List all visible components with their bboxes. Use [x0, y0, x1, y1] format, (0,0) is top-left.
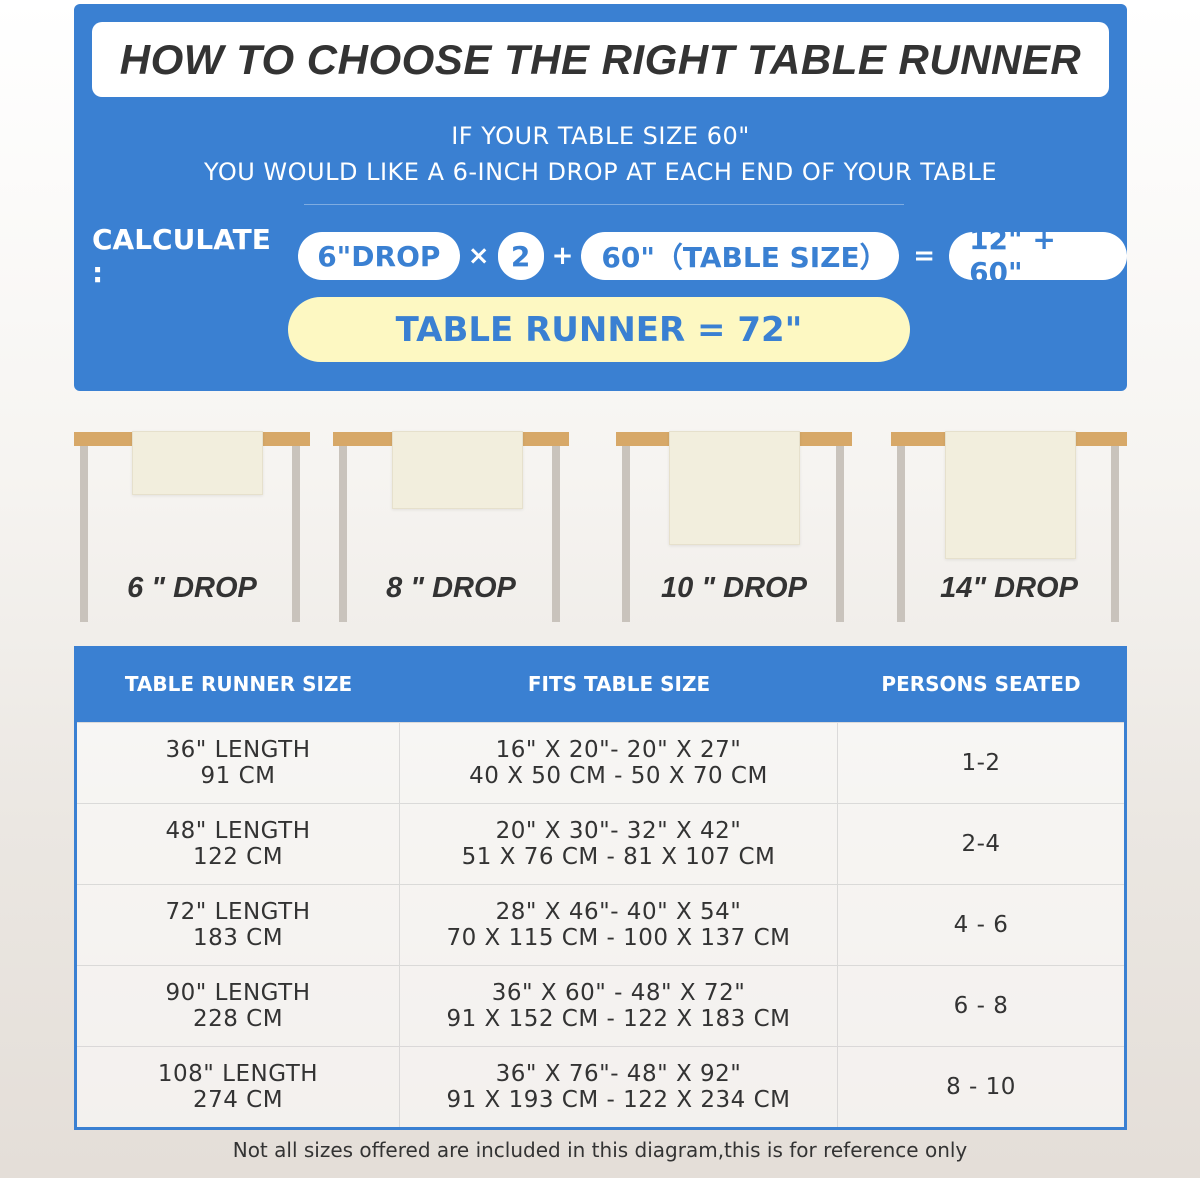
persons-cell: 2-4	[838, 804, 1124, 884]
table-leg	[897, 446, 905, 622]
runner-size-cell: 36" LENGTH 91 CM	[77, 723, 400, 803]
runner-size-cell: 48" LENGTH 122 CM	[77, 804, 400, 884]
drop-illustration-10: 10 " DROP	[616, 431, 852, 622]
persons-seated: 2-4	[961, 831, 1001, 857]
length-inches: 72" LENGTH	[165, 899, 311, 925]
length-inches: 36" LENGTH	[165, 737, 311, 763]
length-inches: 90" LENGTH	[165, 980, 311, 1006]
divider	[304, 204, 904, 205]
fits-inches: 16" X 20"- 20" X 27"	[495, 737, 742, 763]
table-leg	[292, 446, 300, 622]
fits-cm: 51 X 76 CM - 81 X 107 CM	[461, 844, 776, 870]
length-inches: 108" LENGTH	[157, 1061, 319, 1087]
footnote: Not all sizes offered are included in th…	[232, 1138, 968, 1162]
table-leg	[552, 446, 560, 622]
fits-cm: 40 X 50 CM - 50 X 70 CM	[469, 763, 768, 789]
fits-inches: 20" X 30"- 32" X 42"	[495, 818, 742, 844]
fits-inches: 36" X 60" - 48" X 72"	[491, 980, 746, 1006]
length-cm: 91 CM	[200, 763, 276, 789]
drop-label: 6 " DROP	[127, 572, 257, 604]
runner-size-cell: 108" LENGTH 274 CM	[77, 1047, 400, 1127]
table-leg	[80, 446, 88, 622]
fits-inches: 28" X 46"- 40" X 54"	[495, 899, 742, 925]
table-leg	[339, 446, 347, 622]
intro-line-2: YOU WOULD LIKE A 6-INCH DROP AT EACH END…	[204, 158, 997, 186]
table-leg	[622, 446, 630, 622]
persons-seated: 6 - 8	[953, 993, 1009, 1019]
runner-size-cell: 72" LENGTH 183 CM	[77, 885, 400, 965]
fits-table-cell: 36" X 76"- 48" X 92" 91 X 193 CM - 122 X …	[400, 1047, 838, 1127]
fits-inches: 36" X 76"- 48" X 92"	[495, 1061, 742, 1087]
fits-table-cell: 28" X 46"- 40" X 54" 70 X 115 CM - 100 X …	[400, 885, 838, 965]
length-inches: 48" LENGTH	[165, 818, 311, 844]
calculation-row: CALCULATE : 6"DROP × 2 + 60"（TABLE SIZE）…	[92, 223, 1128, 289]
table-header: TABLE RUNNER SIZE FITS TABLE SIZE PERSON…	[77, 646, 1124, 722]
fits-cm: 91 X 152 CM - 122 X 183 CM	[446, 1006, 791, 1032]
table-row: 48" LENGTH 122 CM 20" X 30"- 32" X 42" 51 …	[77, 803, 1124, 884]
fits-cm: 91 X 193 CM - 122 X 234 CM	[446, 1087, 791, 1113]
drop-illustration-6: 6 " DROP	[74, 431, 310, 622]
table-row: 108" LENGTH 274 CM 36" X 76"- 48" X 92" 91…	[77, 1046, 1124, 1127]
size-table: TABLE RUNNER SIZE FITS TABLE SIZE PERSON…	[74, 646, 1127, 1130]
fits-table-cell: 16" X 20"- 20" X 27" 40 X 50 CM - 50 X 70…	[400, 723, 838, 803]
sum-pill: 12" + 60"	[949, 223, 1128, 289]
header-persons: PERSONS SEATED	[881, 672, 1081, 696]
table-row: 90" LENGTH 228 CM 36" X 60" - 48" X 72" 91…	[77, 965, 1124, 1046]
plus-sign: +	[551, 241, 574, 271]
drop-label: 14" DROP	[940, 572, 1078, 604]
table-size-pill: 60"（TABLE SIZE）	[581, 232, 900, 280]
persons-cell: 1-2	[838, 723, 1124, 803]
drop-label: 10 " DROP	[661, 572, 807, 604]
result-pill: TABLE RUNNER = 72"	[288, 297, 910, 362]
intro-line-1: IF YOUR TABLE SIZE 60"	[451, 122, 750, 150]
table-row: 72" LENGTH 183 CM 28" X 46"- 40" X 54" 70 …	[77, 884, 1124, 965]
persons-seated: 8 - 10	[946, 1074, 1016, 1100]
table-row: 36" LENGTH 91 CM 16" X 20"- 20" X 27" 40 X…	[77, 722, 1124, 803]
persons-cell: 6 - 8	[838, 966, 1124, 1046]
persons-seated: 4 - 6	[953, 912, 1009, 938]
table-leg	[1111, 446, 1119, 622]
times-sign: ×	[467, 241, 490, 271]
page-title: HOW TO CHOOSE THE RIGHT TABLE RUNNER	[92, 22, 1109, 97]
calculate-label: CALCULATE :	[92, 223, 271, 289]
drop-label: 8 " DROP	[386, 572, 516, 604]
fits-cm: 70 X 115 CM - 100 X 137 CM	[446, 925, 791, 951]
calculation-panel: HOW TO CHOOSE THE RIGHT TABLE RUNNER IF …	[74, 4, 1128, 391]
persons-cell: 8 - 10	[838, 1047, 1124, 1127]
table-leg	[836, 446, 844, 622]
header-runner-size: TABLE RUNNER SIZE	[124, 672, 353, 696]
length-cm: 183 CM	[192, 925, 284, 951]
drop-illustration-14: 14" DROP	[891, 431, 1127, 622]
fits-table-cell: 36" X 60" - 48" X 72" 91 X 152 CM - 122 X…	[400, 966, 838, 1046]
persons-seated: 1-2	[961, 750, 1001, 776]
persons-cell: 4 - 6	[838, 885, 1124, 965]
equals-sign: =	[913, 241, 936, 271]
runner-drop	[132, 431, 263, 495]
header-fits-table: FITS TABLE SIZE	[527, 672, 711, 696]
runner-drop	[945, 431, 1076, 559]
fits-table-cell: 20" X 30"- 32" X 42" 51 X 76 CM - 81 X 10…	[400, 804, 838, 884]
length-cm: 228 CM	[192, 1006, 284, 1032]
multiplier-pill: 2	[497, 232, 544, 280]
drop-pill: 6"DROP	[297, 232, 460, 280]
length-cm: 274 CM	[192, 1087, 284, 1113]
runner-drop	[669, 431, 800, 545]
length-cm: 122 CM	[192, 844, 284, 870]
runner-size-cell: 90" LENGTH 228 CM	[77, 966, 400, 1046]
runner-drop	[392, 431, 523, 509]
drop-illustration-8: 8 " DROP	[333, 431, 569, 622]
